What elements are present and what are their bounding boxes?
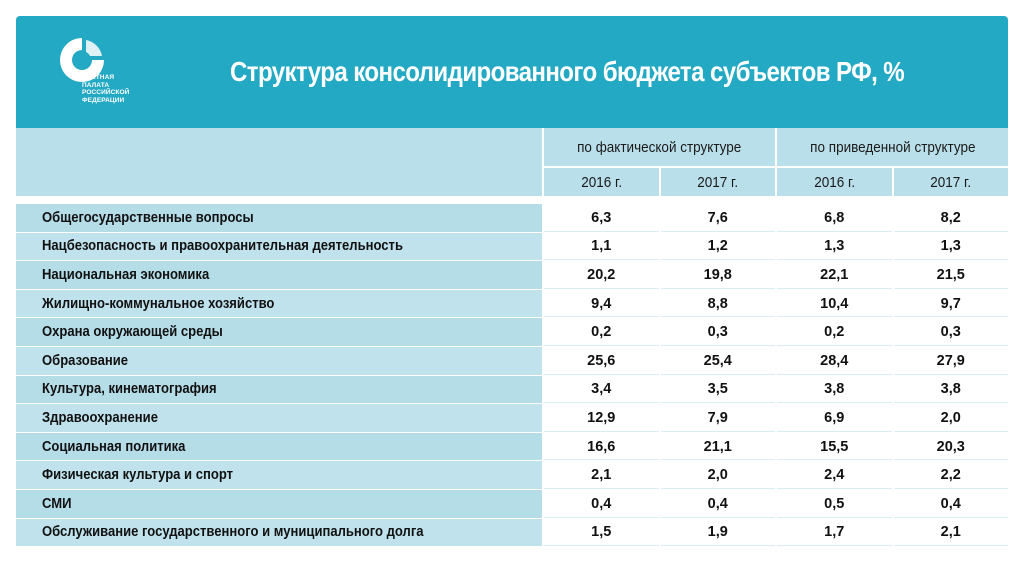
table-row: Общегосударственные вопросы 6,3 7,6 6,8 8,2: [16, 204, 1009, 233]
value-cell: 28,4: [775, 346, 892, 376]
year-header: 2016 г.: [775, 166, 892, 204]
value-cell: 25,6: [542, 346, 659, 376]
group-header-actual: по фактической структуре: [542, 128, 775, 166]
value-cell: 21,5: [891, 261, 1009, 290]
row-label: Общегосударственные вопросы: [16, 204, 542, 233]
table-row: Жилищно-коммунальное хозяйство 9,4 8,8 10,4…: [16, 289, 1009, 319]
value-cell: 7,9: [658, 404, 775, 433]
value-cell: 1,3: [891, 232, 1009, 262]
value-cell: 3,4: [542, 375, 659, 405]
table-row: Охрана окружающей среды 0,2 0,3 0,2 0,3: [16, 318, 1009, 347]
value-cell: 2,0: [891, 404, 1009, 433]
year-header: 2017 г.: [658, 166, 775, 204]
value-cell: 3,5: [658, 375, 775, 405]
group-header-adjusted: по приведенной структуре: [775, 128, 1009, 166]
row-label: Физическая культура и спорт: [16, 461, 542, 490]
value-cell: 20,2: [542, 261, 659, 290]
row-label: Здравоохранение: [16, 404, 542, 433]
logo-text: СЧЕТНАЯ ПАЛАТА РОССИЙСКОЙ ФЕДЕРАЦИИ: [82, 74, 130, 104]
value-cell: 7,6: [658, 204, 775, 233]
value-cell: 1,9: [658, 518, 775, 548]
value-cell: 3,8: [891, 375, 1009, 405]
value-cell: 2,0: [658, 461, 775, 490]
value-cell: 2,4: [775, 461, 892, 490]
row-label: Нацбезопасность и правоохранительная дея…: [16, 232, 542, 262]
row-label: Охрана окружающей среды: [16, 318, 542, 347]
value-cell: 3,8: [775, 375, 892, 405]
row-label: СМИ: [16, 489, 542, 519]
row-label: Национальная экономика: [16, 261, 542, 290]
table-row: Обслуживание государственного и муниципа…: [16, 518, 1009, 548]
value-cell: 6,8: [775, 204, 892, 233]
value-cell: 8,8: [658, 289, 775, 319]
value-cell: 27,9: [891, 346, 1009, 376]
row-label: Культура, кинематография: [16, 375, 542, 405]
value-cell: 0,4: [891, 489, 1009, 519]
value-cell: 12,9: [542, 404, 659, 433]
value-cell: 9,7: [891, 289, 1009, 319]
logo: СЧЕТНАЯ ПАЛАТА РОССИЙСКОЙ ФЕДЕРАЦИИ: [56, 34, 166, 114]
table-row: Образование 25,6 25,4 28,4 27,9: [16, 346, 1009, 376]
table-row: Здравоохранение 12,9 7,9 6,9 2,0: [16, 404, 1009, 433]
value-cell: 0,4: [542, 489, 659, 519]
value-cell: 1,3: [775, 232, 892, 262]
value-cell: 0,2: [775, 318, 892, 347]
page-title: Структура консолидированного бюджета суб…: [230, 56, 905, 87]
table-row: Социальная политика 16,6 21,1 15,5 20,3: [16, 432, 1009, 462]
value-cell: 0,2: [542, 318, 659, 347]
value-cell: 9,4: [542, 289, 659, 319]
row-label: Образование: [16, 346, 542, 376]
header-banner: СЧЕТНАЯ ПАЛАТА РОССИЙСКОЙ ФЕДЕРАЦИИ Стру…: [16, 16, 1008, 128]
table-body: Общегосударственные вопросы 6,3 7,6 6,8 8,2 Н…: [16, 204, 1009, 548]
row-label: Социальная политика: [16, 432, 542, 462]
row-label: Жилищно-коммунальное хозяйство: [16, 289, 542, 319]
table-row: Культура, кинематография 3,4 3,5 3,8 3,8: [16, 375, 1009, 405]
value-cell: 21,1: [658, 432, 775, 462]
value-cell: 6,3: [542, 204, 659, 233]
value-cell: 22,1: [775, 261, 892, 290]
year-header: 2017 г.: [891, 166, 1009, 204]
table-row: СМИ 0,4 0,4 0,5 0,4: [16, 489, 1009, 519]
value-cell: 6,9: [775, 404, 892, 433]
table-row: Физическая культура и спорт 2,1 2,0 2,4 2,2: [16, 461, 1009, 490]
value-cell: 1,2: [658, 232, 775, 262]
budget-structure-table: по фактической структуре по приведенной …: [16, 128, 1009, 548]
value-cell: 15,5: [775, 432, 892, 462]
value-cell: 8,2: [891, 204, 1009, 233]
value-cell: 1,5: [542, 518, 659, 548]
value-cell: 1,7: [775, 518, 892, 548]
value-cell: 16,6: [542, 432, 659, 462]
value-cell: 0,3: [891, 318, 1009, 347]
value-cell: 2,2: [891, 461, 1009, 490]
value-cell: 2,1: [542, 461, 659, 490]
value-cell: 0,4: [658, 489, 775, 519]
value-cell: 2,1: [891, 518, 1009, 548]
year-header: 2016 г.: [542, 166, 659, 204]
value-cell: 19,8: [658, 261, 775, 290]
value-cell: 25,4: [658, 346, 775, 376]
row-label: Обслуживание государственного и муниципа…: [16, 518, 542, 548]
value-cell: 0,3: [658, 318, 775, 347]
value-cell: 1,1: [542, 232, 659, 262]
table-row: Нацбезопасность и правоохранительная дея…: [16, 232, 1009, 262]
accounts-chamber-logo-icon: [60, 38, 104, 82]
table-row: Национальная экономика 20,2 19,8 22,1 21,5: [16, 261, 1009, 290]
value-cell: 20,3: [891, 432, 1009, 462]
header-empty-cell: [16, 128, 542, 204]
value-cell: 0,5: [775, 489, 892, 519]
value-cell: 10,4: [775, 289, 892, 319]
